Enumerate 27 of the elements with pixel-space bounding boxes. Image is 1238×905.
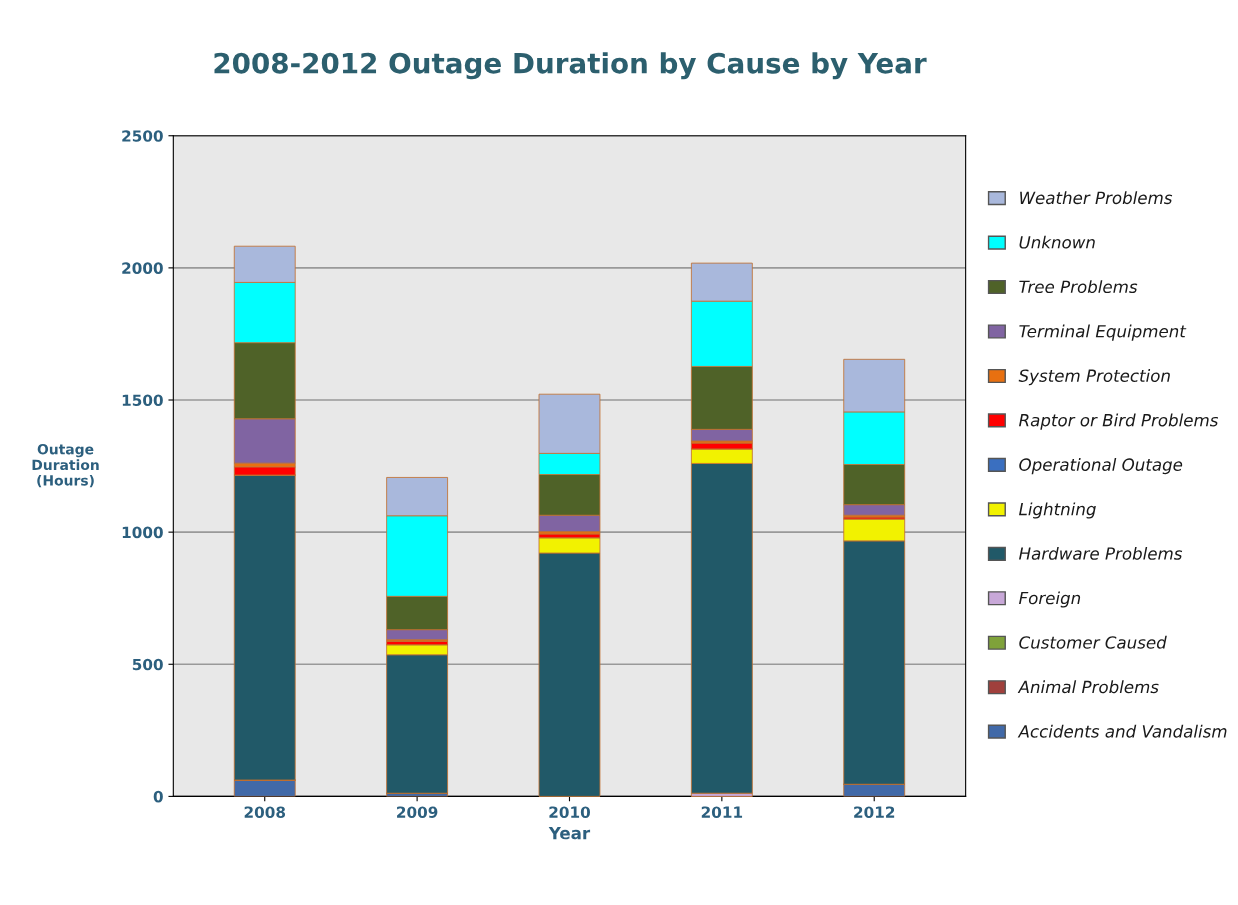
legend-label: Animal Problems (1017, 680, 1159, 694)
legend-label: Lightning (1019, 502, 1096, 519)
y-tick-label: 2500 (122, 130, 163, 142)
x-tick-label: 2011 (701, 806, 743, 818)
legend-label: Tree Problems (1019, 280, 1138, 294)
legend-label: Accidents and Vandalism (1017, 724, 1227, 738)
legend-label: Weather Problems (1020, 191, 1173, 205)
x-tick-label: 2012 (854, 806, 895, 818)
y-tick-label: 1000 (122, 526, 163, 539)
legend-label: Raptor or Bird Problems (1019, 413, 1219, 430)
legend-label: Terminal Equipment (1019, 324, 1187, 341)
legend-label: Unknown (1019, 235, 1095, 249)
chart-title: 2008-2012 Outage Duration by Cause by Year (214, 52, 927, 80)
legend-label: System Protection (1018, 369, 1170, 386)
x-tick-label: 2010 (549, 806, 591, 818)
x-tick-label: 2008 (244, 806, 286, 818)
x-axis-title: Year (548, 826, 591, 840)
legend-label: Hardware Problems (1019, 546, 1183, 560)
y-axis-title: Outage Duration (Hours) (32, 443, 99, 488)
legend-label: Operational Outage (1019, 458, 1183, 475)
y-tick-label: 0 (153, 790, 163, 803)
x-tick-label: 2009 (397, 806, 438, 818)
y-tick-label: 2000 (122, 262, 163, 274)
y-tick-label: 1500 (122, 394, 163, 407)
y-tick-label: 500 (132, 658, 163, 671)
legend-label: Customer Caused (1019, 635, 1167, 649)
legend-label: Foreign (1019, 591, 1081, 608)
